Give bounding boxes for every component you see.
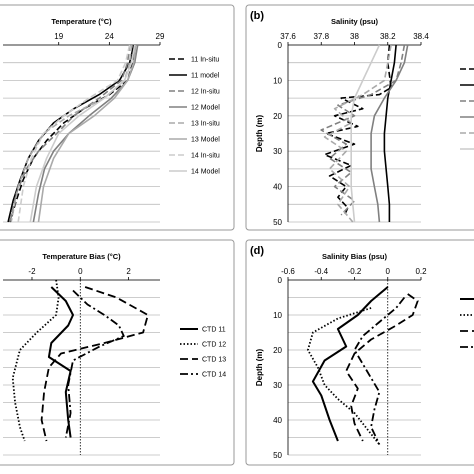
y-tick-label: 50	[273, 218, 282, 227]
panel-b: Salinity (psu) (b) 37.6 37.8 38 38.2 38.4 0 10 20…	[245, 4, 474, 231]
series-line-6	[37, 44, 137, 223]
panel-frame	[0, 239, 235, 466]
x-tick-label: -0.2	[348, 267, 362, 276]
panel-frame	[0, 4, 235, 231]
series-line-1	[311, 286, 389, 442]
legend-label: CTD 12	[202, 342, 226, 349]
y-tick-label: 10	[273, 311, 282, 320]
series-line-1	[323, 44, 392, 216]
chart-title: Salinity (psu)	[331, 17, 379, 26]
x-tick-label: 2	[126, 267, 131, 276]
y-tick-label: 20	[273, 112, 282, 121]
x-tick-label: 19	[54, 32, 63, 41]
series-line-6	[350, 44, 381, 223]
panel-c: Temperature Bias (°C) -2 0 2 CTD 11 CTD 12 CTD…	[0, 239, 235, 466]
legend-label: 12 Model	[191, 105, 220, 112]
x-tick-label: 38.2	[380, 32, 396, 41]
y-tick-label: 30	[273, 147, 282, 156]
series-line-2	[306, 307, 381, 446]
y-tick-label: 0	[278, 276, 283, 285]
x-tick-label: -0.4	[314, 267, 328, 276]
series-line-5	[10, 44, 133, 223]
chart-title: Salinity Bias (psu)	[322, 252, 388, 261]
series-line-2	[383, 44, 397, 222]
series-line-1	[47, 286, 74, 438]
y-tick-label: 0	[278, 41, 283, 50]
y-tick-label: 30	[273, 381, 282, 390]
x-tick-label: -0.6	[281, 267, 295, 276]
series-line-4	[370, 44, 409, 223]
x-tick-label: 0	[78, 267, 83, 276]
legend-label: 13 In-situ	[191, 121, 220, 128]
legend-label: 14 In-situ	[191, 153, 220, 160]
y-tick-label: 10	[273, 76, 282, 85]
series-line-3	[9, 44, 131, 223]
x-tick-label: 0	[386, 267, 391, 276]
panel-d: Salinity Bias (psu) (d) -0.6 -0.4 -0.2 0 0.2 0 1…	[245, 239, 474, 466]
series-line-4	[64, 289, 125, 438]
x-tick-label: 37.6	[280, 32, 296, 41]
x-tick-label: 38	[350, 32, 359, 41]
y-axis-label: Depth (m)	[255, 349, 264, 387]
series-line-3	[40, 286, 149, 442]
y-tick-label: 50	[273, 451, 282, 460]
y-tick-label: 20	[273, 346, 282, 355]
chart-title: Temperature Bias (°C)	[42, 252, 121, 261]
series-line-2	[11, 279, 60, 442]
x-tick-label: 29	[156, 32, 165, 41]
legend-label: 11 In-situ	[191, 57, 219, 64]
y-axis-label: Depth (m)	[255, 115, 264, 153]
legend-label: 12 In-situ	[191, 89, 220, 96]
series-line-4	[353, 296, 406, 445]
series-line-5	[323, 44, 392, 223]
legend-label: CTD 14	[202, 372, 226, 379]
panel-frame	[245, 239, 474, 466]
legend-label: CTD 13	[202, 357, 226, 364]
series-line-3	[320, 44, 406, 216]
panel-a: Temperature (°C) 19 24 29 11 In-situ 11 model…	[0, 4, 235, 231]
x-tick-label: 37.8	[313, 32, 329, 41]
x-tick-label: 38.4	[413, 32, 429, 41]
y-tick-label: 40	[273, 183, 282, 192]
panel-label: (d)	[250, 245, 264, 257]
legend-label: 14 Model	[191, 169, 220, 176]
legend-label: 13 Model	[191, 137, 220, 144]
y-tick-label: 40	[273, 416, 282, 425]
x-tick-label: 24	[105, 32, 114, 41]
series-line-7	[17, 44, 131, 223]
panel-label: (b)	[250, 10, 264, 22]
x-tick-label: 0.2	[415, 267, 427, 276]
legend-label: 11 model	[191, 73, 220, 80]
panel-frame	[245, 4, 474, 231]
series-line-3	[345, 293, 419, 442]
x-tick-label: -2	[28, 267, 36, 276]
legend-label: CTD 11	[202, 327, 226, 334]
chart-title: Temperature (°C)	[51, 17, 112, 26]
series-line-8	[29, 44, 136, 223]
